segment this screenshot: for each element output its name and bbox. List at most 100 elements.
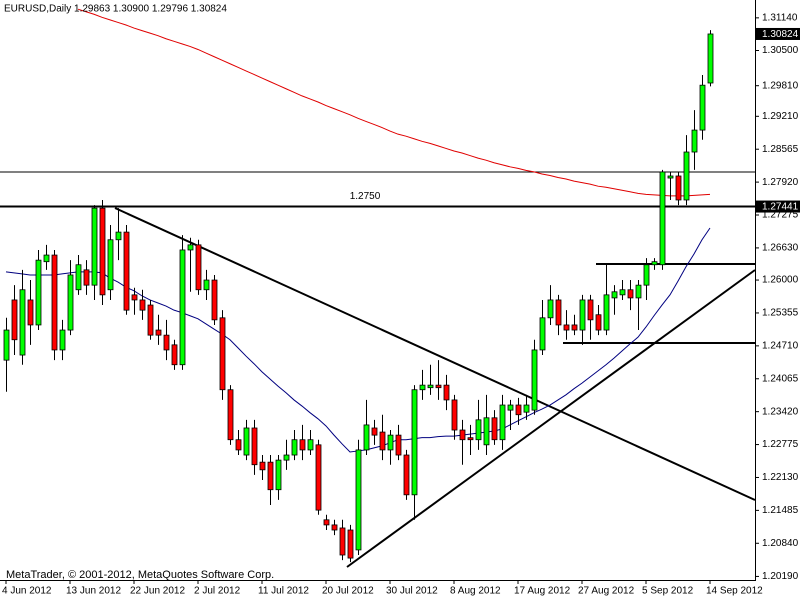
candle-body <box>459 429 466 441</box>
candle-body <box>555 299 562 326</box>
last-price-label-box <box>756 27 800 40</box>
candle-body <box>507 404 514 411</box>
level-price-label-box <box>756 200 800 213</box>
candle-body <box>619 289 626 296</box>
y-tick-label: 1.24065 <box>762 373 799 384</box>
candle-body <box>643 264 650 286</box>
candle-body <box>355 449 362 551</box>
candle-body <box>475 419 482 441</box>
candle-body <box>387 434 394 451</box>
level-price-label: 1.27441 <box>762 202 799 213</box>
x-tick-label: 11 Jul 2012 <box>258 586 309 597</box>
candle-body <box>379 431 386 451</box>
candle-body <box>35 259 42 326</box>
last-price-label: 1.30824 <box>762 29 799 40</box>
candle-body <box>315 444 322 511</box>
candle-body <box>363 424 370 451</box>
y-tick-label: 1.20840 <box>762 538 799 549</box>
candle-body <box>187 244 194 251</box>
y-tick-label: 1.31140 <box>762 12 798 23</box>
candle-body <box>155 329 162 336</box>
x-tick-label: 5 Sep 2012 <box>642 586 694 597</box>
candle-body <box>235 439 242 451</box>
level-label: 1.2750 <box>350 191 381 202</box>
candle-body <box>675 175 682 201</box>
candle-body <box>531 349 538 411</box>
footer: MetaTrader, © 2001-2012, MetaQuotes Soft… <box>6 569 274 581</box>
candle-body <box>291 439 298 456</box>
candle-body <box>659 171 666 266</box>
candle-body <box>83 269 90 286</box>
candle-body <box>427 384 434 389</box>
candle-body <box>611 291 618 299</box>
y-tick-label: 1.25355 <box>762 308 799 319</box>
x-tick-label: 2 Jul 2012 <box>194 586 241 597</box>
y-tick-label: 1.30500 <box>762 45 799 56</box>
candle-body <box>587 299 594 321</box>
candle-body <box>219 317 226 391</box>
x-tick-label: 8 Aug 2012 <box>450 586 501 597</box>
candle-body <box>347 529 354 559</box>
y-tick-label: 1.28565 <box>762 144 799 155</box>
candle-body <box>19 289 26 356</box>
candle-body <box>267 461 274 491</box>
candle-body <box>483 417 490 446</box>
candle-body <box>523 404 530 413</box>
candle-body <box>443 384 450 401</box>
candle-body <box>99 207 106 296</box>
y-tick-label: 1.24710 <box>762 340 799 351</box>
y-tick-label: 1.21485 <box>762 505 799 516</box>
candle-body <box>259 461 266 471</box>
candle-body <box>331 524 338 531</box>
candle-body <box>299 439 306 451</box>
candle-body <box>275 459 282 491</box>
candle-body <box>139 299 146 311</box>
x-tick-label: 17 Aug 2012 <box>514 586 571 597</box>
candle-body <box>691 129 698 153</box>
candle-body <box>203 279 210 291</box>
candle-body <box>91 207 98 286</box>
y-tick-label: 1.29210 <box>762 111 799 122</box>
candle-body <box>131 294 138 301</box>
y-tick-label: 1.27275 <box>762 210 799 221</box>
candle-body <box>467 437 474 441</box>
y-tick-label: 1.22775 <box>762 439 799 450</box>
candle-body <box>451 399 458 431</box>
candle-body <box>323 519 330 526</box>
candle-body <box>51 254 58 351</box>
candle-body <box>395 434 402 456</box>
candle-body <box>435 384 442 389</box>
candle-body <box>123 231 130 311</box>
x-tick-label: 13 Jun 2012 <box>66 586 121 597</box>
candle-body <box>147 304 154 336</box>
candle-body <box>211 279 218 321</box>
moving-average <box>77 8 711 197</box>
candle-body <box>515 404 522 416</box>
candle-body <box>163 334 170 351</box>
candle-body <box>339 527 346 556</box>
candle-body <box>683 151 690 201</box>
candle-body <box>403 454 410 496</box>
candle-body <box>307 439 314 451</box>
candle-body <box>667 175 674 179</box>
x-tick-label: 20 Jul 2012 <box>322 586 374 597</box>
candle-body <box>179 249 186 366</box>
candle-body <box>651 261 658 266</box>
candle-body <box>371 427 378 436</box>
y-tick-label: 1.20190 <box>762 571 799 582</box>
x-tick-label: 22 Jun 2012 <box>130 586 185 597</box>
candle-body <box>579 299 586 331</box>
candle-body <box>499 404 506 441</box>
candle-body <box>59 329 66 351</box>
x-tick-label: 14 Sep 2012 <box>706 586 763 597</box>
candle-body <box>283 454 290 461</box>
candle-body <box>107 239 114 291</box>
x-tick-label: 27 Aug 2012 <box>578 586 635 597</box>
candle-body <box>595 314 602 331</box>
candle-body <box>243 427 250 456</box>
candle-body <box>227 389 234 441</box>
candle-body <box>43 254 50 263</box>
candle-body <box>11 299 18 341</box>
candle-body <box>571 324 578 331</box>
